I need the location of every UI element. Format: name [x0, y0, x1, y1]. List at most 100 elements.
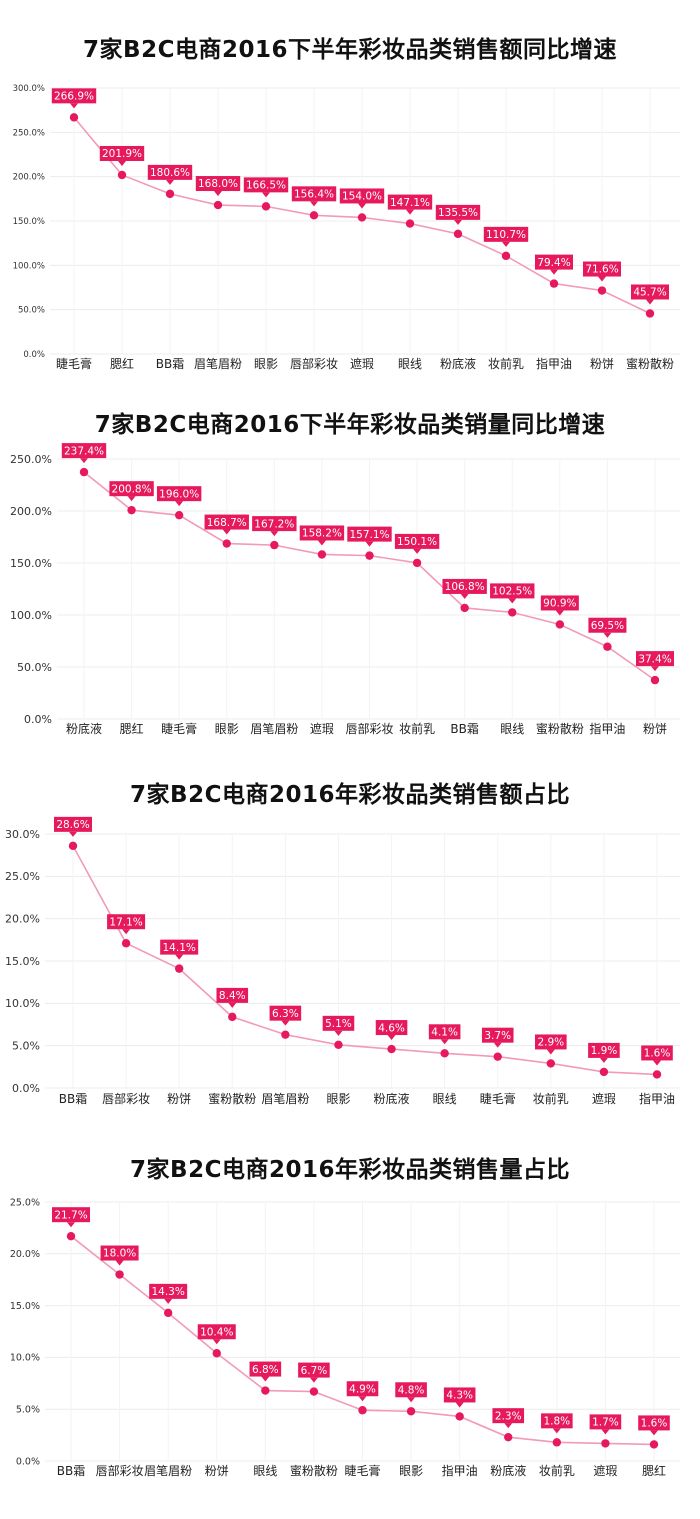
value-label-box — [322, 1015, 355, 1031]
value-label-box — [147, 164, 193, 180]
chart-4-title: 7家B2C电商2016年彩妆品类销售量占比 — [130, 1157, 570, 1183]
value-label-box — [631, 284, 669, 300]
data-point — [412, 558, 422, 568]
value-label: 147.1% — [390, 197, 430, 209]
value-label-box — [394, 533, 440, 549]
data-point — [117, 170, 127, 180]
value-label: 14.1% — [163, 942, 196, 954]
y-tick-label: 250.0% — [10, 453, 52, 466]
data-point — [555, 620, 565, 629]
y-tick-label: 50.0% — [17, 661, 52, 674]
data-point — [281, 1030, 290, 1039]
value-label: 5.1% — [325, 1018, 352, 1030]
value-label-pointer — [460, 593, 469, 599]
data-point — [174, 510, 184, 520]
value-label: 158.2% — [302, 528, 342, 540]
value-label-box — [61, 443, 107, 459]
value-label-pointer — [598, 276, 606, 282]
value-label-box — [535, 254, 573, 270]
value-label-box — [492, 1408, 525, 1424]
value-label: 6.3% — [272, 1008, 299, 1020]
data-point — [552, 1438, 562, 1447]
value-label-box — [395, 1382, 427, 1398]
chart-1-sales-growth: 0.0% 50.0% 100.0% 150.0% 200.0% 250.0% 300.0% 2… — [13, 84, 680, 371]
value-label-pointer — [228, 1002, 237, 1008]
value-label-pointer — [365, 541, 374, 547]
category-label: 眼影 — [254, 357, 278, 371]
series-line — [72, 845, 658, 1076]
category-label: 指甲油 — [639, 1091, 675, 1106]
value-label-pointer — [261, 1376, 270, 1382]
value-label: 166.5% — [246, 180, 286, 192]
category-label: 粉底液 — [490, 1463, 526, 1478]
value-label-box — [100, 1245, 139, 1261]
chart-3-sales-share: 0.0% 5.0% 10.0% 15.0% 20.0% 25.0% 30.0% 28.6% BB… — [5, 816, 680, 1106]
value-label: 168.7% — [207, 517, 247, 529]
value-label: 8.4% — [219, 990, 246, 1002]
category-label: 睫毛膏 — [480, 1091, 516, 1106]
category-label: 妆前乳 — [488, 356, 524, 371]
value-label: 79.4% — [537, 257, 570, 269]
value-label-box — [641, 1045, 673, 1061]
category-label: 眉笔眉粉 — [194, 356, 242, 371]
value-label-pointer — [358, 1396, 367, 1402]
value-label-pointer — [70, 103, 78, 109]
category-label: BB霜 — [450, 722, 478, 736]
data-point — [365, 551, 374, 560]
value-label-pointer — [508, 598, 517, 604]
value-label-pointer — [317, 540, 326, 546]
category-label: 遮瑕 — [310, 721, 334, 736]
value-label-pointer — [281, 1020, 290, 1026]
category-label: 粉底液 — [66, 721, 102, 736]
y-tick-label: 5.0% — [12, 1040, 40, 1053]
value-label: 4.9% — [349, 1383, 376, 1395]
value-label-box — [638, 1415, 670, 1431]
category-label: 唇部彩妆 — [345, 721, 393, 736]
value-label-box — [483, 226, 529, 242]
category-label: 睫毛膏 — [161, 721, 197, 736]
data-point — [493, 1052, 502, 1061]
y-tick-label: 150.0% — [13, 217, 45, 227]
category-label: 睫毛膏 — [56, 356, 92, 371]
value-label-box — [589, 1414, 622, 1430]
value-label-box — [540, 595, 579, 611]
value-label: 168.0% — [198, 178, 238, 190]
value-label-box — [54, 816, 92, 832]
value-label-pointer — [164, 1298, 173, 1304]
y-tick-label: 0.0% — [23, 350, 45, 360]
value-label-pointer — [222, 529, 231, 535]
category-label: 腮红 — [120, 721, 144, 736]
value-label-box — [107, 914, 146, 930]
value-label-box — [99, 145, 145, 161]
value-label: 10.4% — [200, 1326, 233, 1338]
data-point — [213, 200, 223, 210]
value-label: 90.9% — [543, 598, 576, 610]
data-point — [455, 1412, 464, 1421]
value-label-pointer — [599, 1057, 608, 1063]
value-label-pointer — [69, 831, 77, 837]
data-point — [165, 189, 175, 199]
y-tick-label: 20.0% — [5, 913, 40, 926]
category-label: 眼影 — [215, 722, 239, 736]
data-point — [453, 229, 463, 239]
category-label: 遮瑕 — [592, 1091, 616, 1106]
value-label: 110.7% — [486, 229, 526, 241]
value-label-pointer — [166, 179, 174, 185]
category-label: 眼线 — [253, 1464, 277, 1478]
value-label: 150.1% — [397, 536, 437, 548]
category-label: 妆前乳 — [533, 1091, 569, 1106]
value-label-box — [636, 651, 674, 667]
value-label: 156.4% — [294, 189, 334, 201]
value-label: 266.9% — [54, 91, 94, 103]
data-point — [212, 1349, 221, 1358]
value-label-box — [375, 1020, 408, 1036]
data-point — [334, 1040, 343, 1050]
data-point — [601, 1439, 610, 1448]
value-label-box — [481, 1027, 514, 1043]
value-label-box — [347, 526, 392, 542]
y-tick-label: 30.0% — [5, 828, 40, 841]
value-label-pointer — [413, 548, 422, 554]
data-point — [406, 1407, 416, 1416]
value-label-pointer — [552, 1428, 561, 1434]
data-point — [174, 964, 184, 973]
